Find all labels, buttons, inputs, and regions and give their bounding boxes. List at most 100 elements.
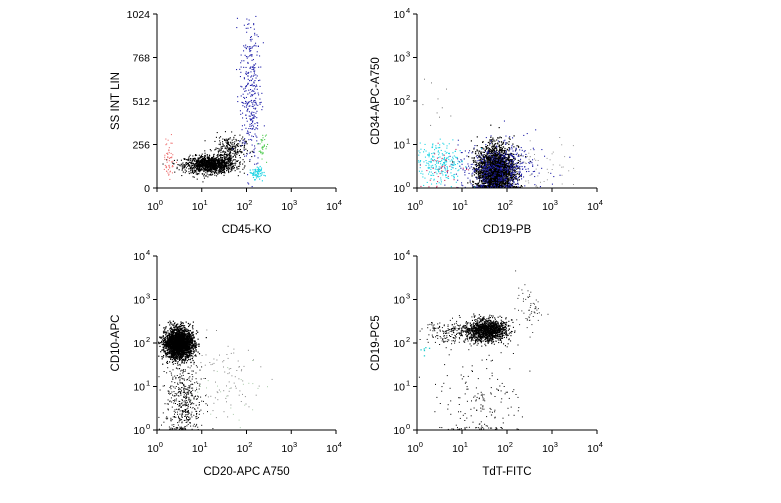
data-point [242,142,244,144]
data-point [500,176,502,178]
data-point [496,159,498,161]
data-point [223,164,225,166]
data-point [188,164,190,166]
data-point [488,179,490,182]
data-point [467,177,469,179]
data-point [483,173,485,175]
data-point [489,158,491,160]
data-point [515,178,517,180]
data-point [490,173,492,175]
data-point [219,162,221,164]
data-point [210,168,212,170]
data-point [219,167,221,169]
data-point [498,159,500,161]
data-point [499,150,501,152]
data-point [509,168,511,170]
data-point [260,101,262,103]
data-point [176,166,178,168]
data-point [242,163,244,165]
data-point [508,156,511,158]
data-point [224,139,226,141]
data-point [167,153,169,155]
data-point [239,161,241,163]
data-point [201,169,203,171]
data-point [474,171,476,173]
data-point [494,158,496,160]
data-point [242,102,244,104]
data-point [502,176,504,178]
data-point [493,149,495,151]
data-point [218,158,220,160]
data-point [221,169,223,171]
data-point [210,164,212,166]
data-point [204,154,206,156]
data-point [487,172,490,174]
data-point [229,163,231,165]
data-point [208,166,210,168]
data-point [487,183,489,185]
data-point [503,167,505,169]
data-point [481,160,483,162]
data-point [218,164,220,166]
data-point [259,175,261,178]
data-point [199,163,201,165]
data-point [208,167,210,169]
data-point [476,170,478,172]
data-point [497,186,499,188]
data-point [488,151,490,153]
data-point [222,165,224,167]
data-point [489,158,492,160]
data-point [472,167,474,169]
data-point [483,159,485,161]
data-point [505,177,507,179]
data-point [497,158,499,160]
data-point [444,167,446,169]
data-point [489,178,491,180]
data-point [492,165,494,167]
data-point [211,172,213,174]
data-point [194,155,196,157]
data-point [506,153,508,155]
data-point [499,136,501,138]
data-point [476,176,478,179]
data-point [502,185,504,187]
data-point [498,173,500,175]
data-point [246,103,248,105]
data-point [236,150,238,152]
data-point [226,153,228,155]
data-point [471,157,473,159]
data-point [500,156,502,158]
data-point [509,176,511,179]
data-point [457,179,459,181]
data-point [496,152,498,154]
data-point [511,174,513,176]
data-point [239,162,241,164]
data-point [197,160,199,162]
data-point [477,182,480,184]
data-point [460,159,462,161]
data-point [483,163,485,165]
data-point [479,166,481,168]
data-point [231,163,233,165]
data-point [421,170,423,172]
data-point [517,155,519,157]
data-point [484,179,486,181]
data-point [551,183,553,185]
data-point [253,173,255,175]
data-point [238,143,240,145]
data-point [223,157,225,159]
data-point [229,156,231,158]
data-point [173,159,175,161]
data-point [198,167,200,169]
data-point [509,138,511,140]
data-point [181,163,183,165]
data-point [251,46,253,48]
data-point [260,66,262,68]
data-point [500,165,502,167]
data-point [235,147,237,149]
data-point [207,164,209,166]
data-point [256,54,258,56]
data-point [474,164,476,166]
data-point [164,156,166,158]
data-point [240,85,242,87]
